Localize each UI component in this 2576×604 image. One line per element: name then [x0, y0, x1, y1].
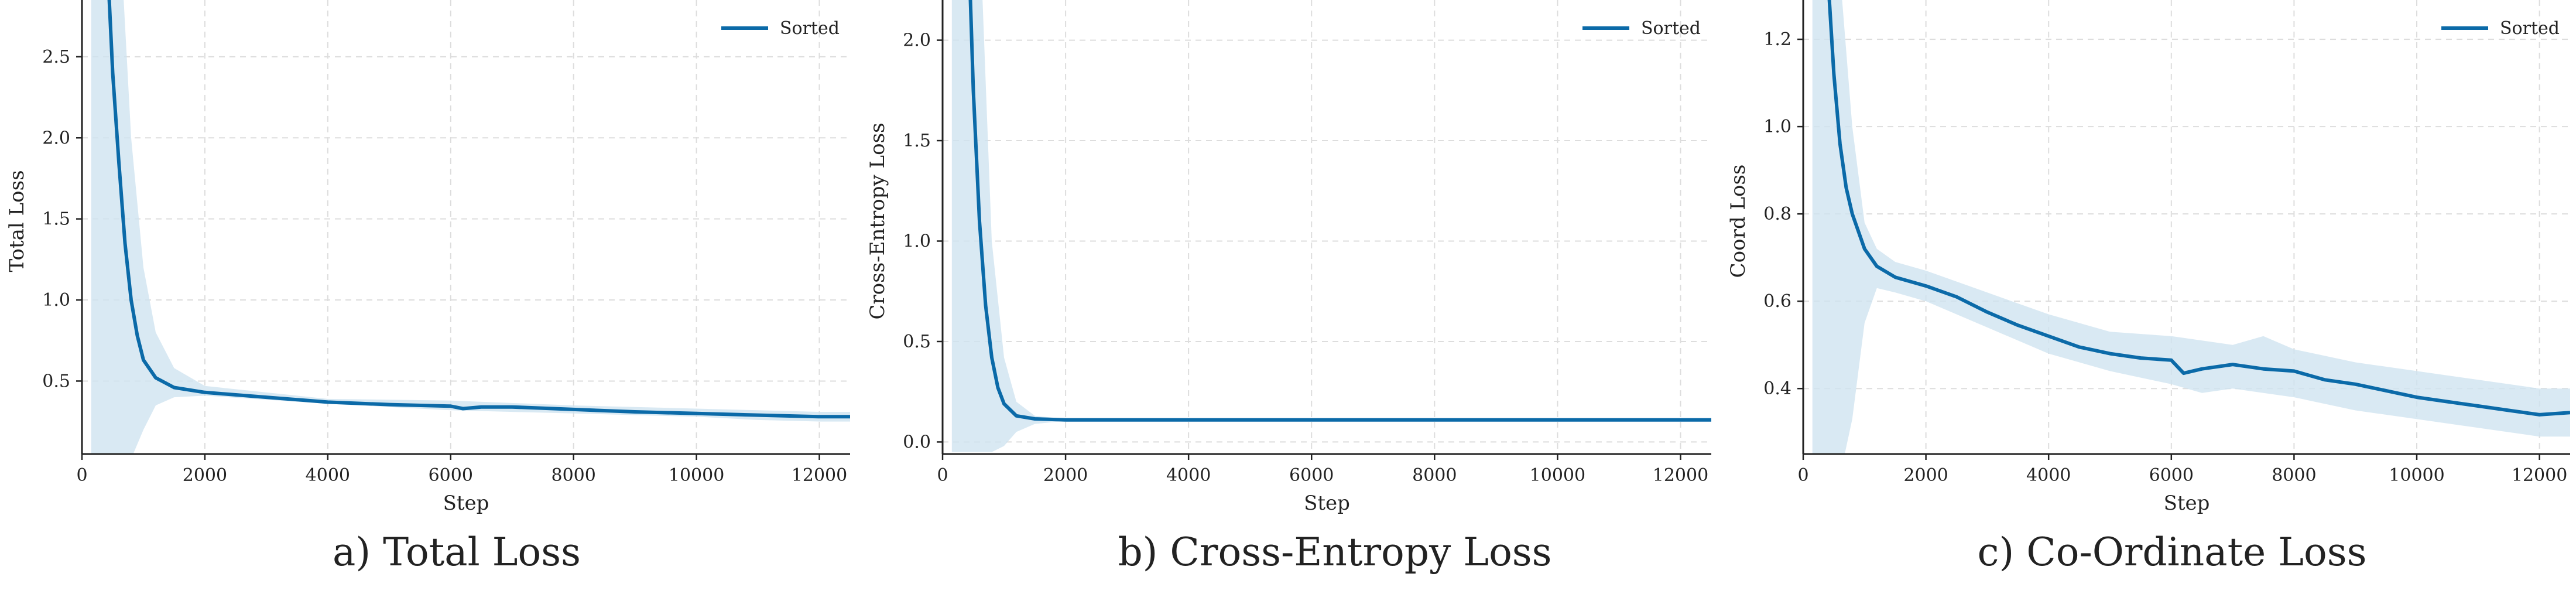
y-axis-label: Total Loss: [5, 170, 29, 272]
y-axis-label: Coord Loss: [1727, 165, 1750, 278]
x-tick-label: 10000: [2389, 465, 2444, 486]
x-tick-label: 8000: [551, 465, 596, 486]
y-tick-label: 2.0: [42, 128, 70, 148]
sorted-series-line: [107, 0, 850, 419]
y-tick-label: 2.0: [903, 30, 931, 51]
x-tick-label: 0: [1797, 465, 1808, 486]
cross-entropy-loss-panel: 0 2000 4000 6000 8000 10000 12000 0.0 0.5 1.0 1.5 2…: [866, 0, 1711, 575]
panel-caption: a) Total Loss: [333, 530, 581, 575]
x-tick-label: 4000: [2026, 465, 2071, 486]
x-tick-label: 12000: [1653, 465, 1708, 486]
y-tick-label: 0.5: [903, 332, 931, 352]
legend-label: Sorted: [1641, 18, 1701, 39]
x-tick-label: 6000: [429, 465, 473, 486]
y-tick-label: 1.0: [1763, 117, 1791, 137]
legend-label: Sorted: [2500, 18, 2560, 39]
x-tick-label: 8000: [1412, 465, 1457, 486]
plot-area: [951, 0, 1711, 452]
y-tick-label: 0.6: [1763, 291, 1791, 312]
y-tick-label: 1.5: [903, 131, 931, 151]
x-tick-label: 0: [76, 465, 87, 486]
panel-caption: c) Co-Ordinate Loss: [1978, 530, 2367, 575]
y-tick-label: 1.0: [903, 231, 931, 252]
legend-label: Sorted: [780, 18, 840, 39]
x-tick-label: 4000: [306, 465, 350, 486]
y-tick-label: 2.5: [42, 47, 70, 67]
y-tick-label: 0.0: [903, 432, 931, 452]
y-tick-label: 0.4: [1763, 378, 1791, 399]
x-tick-label: 2000: [1903, 465, 1948, 486]
x-tick-label: 10000: [669, 465, 724, 486]
panel-caption: b) Cross-Entropy Loss: [1118, 530, 1551, 575]
y-tick-label: 1.5: [42, 209, 70, 230]
x-tick-label: 12000: [2512, 465, 2567, 486]
x-tick-label: 0: [937, 465, 948, 486]
x-tick-label: 10000: [1530, 465, 1585, 486]
x-axis-label: Step: [1304, 492, 1350, 515]
plot-area: [1812, 0, 2570, 454]
total-loss-panel: 0 2000 4000 6000 8000 10000 12000 0.5 1.0 1.5 2.0 2…: [5, 0, 850, 575]
x-tick-label: 12000: [792, 465, 847, 486]
x-axis-label: Step: [2164, 492, 2210, 515]
plot-area: [91, 0, 850, 454]
x-tick-label: 6000: [2149, 465, 2194, 486]
y-tick-label: 1.0: [42, 290, 70, 310]
y-tick-label: 0.8: [1763, 204, 1791, 224]
x-tick-label: 4000: [1166, 465, 1211, 486]
x-tick-label: 6000: [1289, 465, 1334, 486]
sorted-series-line: [968, 0, 1711, 422]
y-tick-label: 0.5: [42, 371, 70, 391]
y-tick-label: 1.2: [1763, 29, 1791, 50]
x-tick-label: 2000: [183, 465, 227, 486]
y-axis-label: Cross-Entropy Loss: [866, 123, 889, 320]
x-tick-label: 2000: [1043, 465, 1088, 486]
x-tick-label: 8000: [2272, 465, 2316, 486]
coordinate-loss-panel: 0 2000 4000 6000 8000 10000 12000 0.4 0.6 0.8 1.0 1…: [1727, 0, 2570, 575]
x-axis-label: Step: [443, 492, 489, 515]
sorted-series-line: [1827, 0, 2570, 417]
